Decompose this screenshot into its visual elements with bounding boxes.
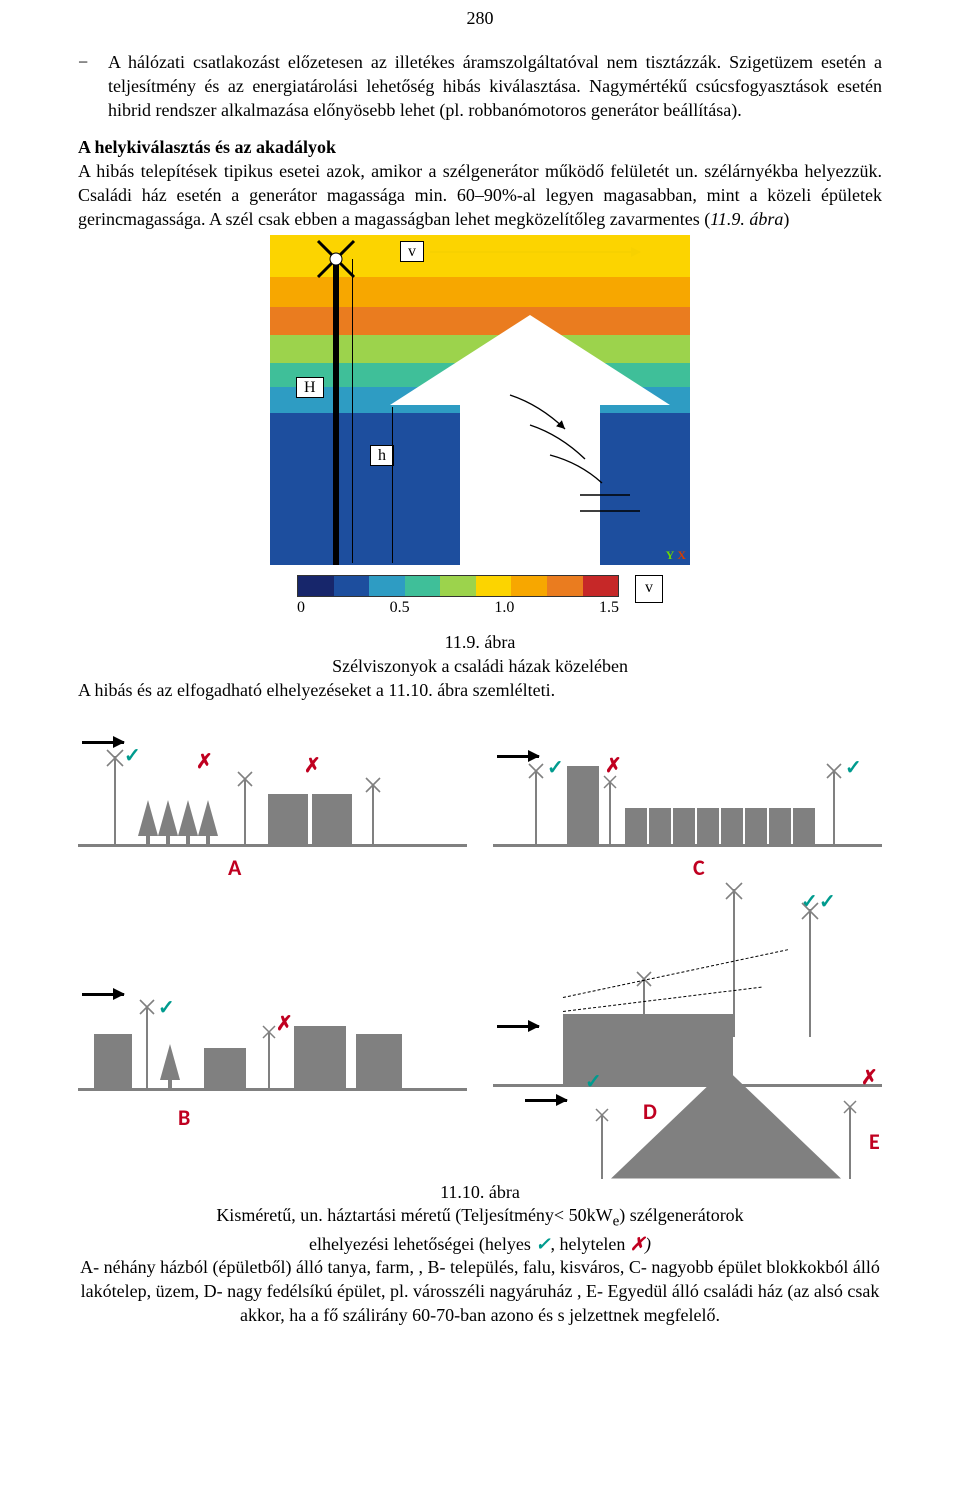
mark-ok-icon: ✓: [819, 889, 836, 914]
mill-icon: [364, 776, 382, 794]
fig9-caption-2: Szélviszonyok a családi házak közelében: [78, 655, 882, 679]
mark-ok-icon: ✓: [124, 743, 141, 768]
label-H: H: [296, 377, 324, 398]
turbine-pole: [333, 257, 339, 565]
mark-ok-icon: ✓: [585, 1069, 602, 1094]
figure-11-9: .house:before{border-bottom:90px solid #…: [270, 235, 690, 565]
scene-letter: E: [869, 1128, 880, 1155]
subheading: A helykiválasztás és az akadályok: [78, 137, 336, 157]
scene-D-E: D ✓ ✗ E: [493, 969, 882, 1149]
mark-bad-icon: ✗: [276, 1011, 293, 1036]
figure-11-10: ✓ ✗ ✗ A ✓: [78, 725, 882, 1149]
mark-bad-icon: ✗: [196, 749, 213, 774]
mark-ok-icon: ✓: [547, 755, 564, 780]
flow-arrows-icon: [500, 385, 680, 565]
mill-icon: [800, 901, 820, 921]
body-paragraph-1: A hibás telepítések tipikus esetei azok,…: [78, 160, 882, 231]
mark-ok-icon: ✓: [158, 995, 175, 1020]
body-paragraph-2: A hibás és az elfogadható elhelyezéseket…: [78, 679, 882, 703]
mill-icon: [236, 770, 254, 788]
scene-A: ✓ ✗ ✗ A: [78, 725, 467, 875]
mill-icon: [825, 762, 843, 780]
mill-icon: [138, 998, 156, 1016]
scene-E-top: ✓ ✓: [493, 887, 882, 957]
mill-icon: [594, 1107, 610, 1123]
fig10-line1: Kisméretű, un. háztartási méretű (Teljes…: [78, 1204, 882, 1232]
fig10-caption: 11.10. ábra: [78, 1181, 882, 1205]
scene-letter: C: [693, 854, 705, 881]
mark-bad-icon: ✗: [861, 1065, 878, 1090]
mill-icon: [724, 881, 744, 901]
scene-letter: B: [178, 1104, 190, 1131]
mill-icon: [527, 762, 545, 780]
fig9-caption-1: 11.9. ábra: [78, 631, 882, 655]
page-number: 280: [78, 0, 882, 51]
para0-text: A hálózati csatlakozást előzetesen az il…: [108, 51, 882, 122]
mark-ok-icon: ✓: [845, 755, 862, 780]
mill-icon: [602, 774, 618, 790]
scene-C: ✓ ✗ ✓ C: [493, 725, 882, 875]
fig10-line2: elhelyezési lehetőségei (helyes ✓, helyt…: [78, 1233, 882, 1257]
mark-bad-icon: ✗: [304, 753, 321, 778]
mill-icon: [105, 748, 125, 768]
mill-icon: [842, 1099, 858, 1115]
scene-E-roof: [611, 1069, 841, 1179]
dash-lead: −: [78, 51, 108, 122]
label-v-top: v: [400, 241, 424, 262]
turbine-rotor-icon: [314, 237, 358, 281]
legend-v-label: v: [635, 575, 663, 603]
scene-B: ✓ ✗ B: [78, 969, 467, 1119]
fig10-line3: A- néhány házból (épületből) álló tanya,…: [78, 1256, 882, 1327]
x-red-icon: ✗: [630, 1234, 645, 1254]
scene-letter: A: [228, 854, 241, 881]
check-green-icon: ✓: [535, 1234, 550, 1254]
label-h: h: [370, 445, 394, 466]
mill-icon: [261, 1024, 277, 1040]
body-paragraph-0: − A hálózati csatlakozást előzetesen az …: [78, 51, 882, 122]
figure-11-9-legend: 0 0.5 1.0 1.5 v: [78, 575, 882, 617]
